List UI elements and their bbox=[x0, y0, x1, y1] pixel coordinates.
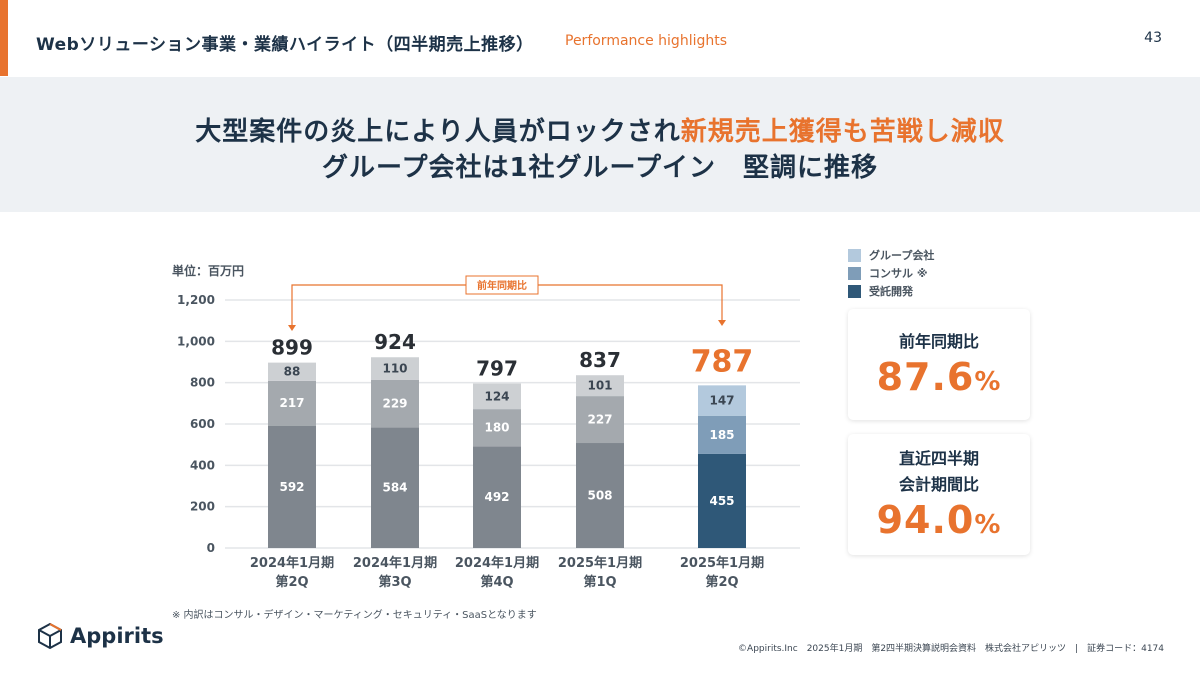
segment-value-label: 110 bbox=[382, 362, 407, 376]
headline-line-1: 大型案件の炎上により人員がロックされ新規売上獲得も苦戦し減収 bbox=[0, 114, 1200, 150]
headline-line-2: グループ会社は1社グループイン 堅調に推移 bbox=[322, 153, 878, 183]
legend-item-consul: コンサル ※ bbox=[848, 264, 934, 282]
qoq-card: 直近四半期 会計期間比 94.0% bbox=[848, 434, 1030, 555]
headline-text: 大型案件の炎上により人員がロックされ bbox=[195, 117, 681, 147]
y-tick-label: 1,200 bbox=[177, 293, 215, 307]
total-label: 837 bbox=[579, 348, 621, 372]
y-tick-label: 600 bbox=[190, 417, 215, 431]
header-accent-bar bbox=[0, 0, 8, 76]
comparison-label: 前年同期比 bbox=[477, 279, 527, 292]
x-tick-label: 第2Q bbox=[705, 574, 738, 590]
legend-swatch bbox=[848, 284, 861, 298]
card-label: 直近四半期 bbox=[898, 449, 979, 468]
bar-segment bbox=[473, 409, 521, 447]
card-unit: % bbox=[974, 367, 1002, 397]
legend-label: コンサル ※ bbox=[869, 267, 928, 280]
bar-segment bbox=[268, 425, 316, 548]
bar-segment bbox=[473, 446, 521, 548]
total-label: 787 bbox=[691, 344, 754, 379]
headline-highlight: 新規売上獲得も苦戦し減収 bbox=[680, 117, 1005, 147]
segment-value-label: 88 bbox=[284, 365, 301, 379]
x-tick-label: 第2Q bbox=[275, 574, 308, 590]
bar-segment bbox=[576, 375, 624, 397]
card-number: 87.6 bbox=[876, 355, 975, 399]
unit-label: 単位：百万円 bbox=[172, 264, 245, 278]
x-tick-label: 第4Q bbox=[480, 574, 513, 590]
page-subtitle: Performance highlights bbox=[565, 33, 728, 49]
stacked-bar-chart: 0 200 400 600 800 1,000 1,200 592 217 88 899 2024年1… bbox=[177, 275, 800, 590]
bar-segment bbox=[371, 427, 419, 548]
y-tick-label: 400 bbox=[190, 458, 215, 472]
bar-segment bbox=[371, 379, 419, 428]
segment-value-label: 584 bbox=[382, 481, 407, 495]
y-tick-label: 1,000 bbox=[177, 334, 215, 348]
segment-value-label: 124 bbox=[484, 389, 509, 403]
y-tick-label: 800 bbox=[190, 376, 215, 390]
card-number: 94.0 bbox=[876, 498, 975, 542]
segment-value-label: 229 bbox=[382, 397, 407, 411]
card-unit: % bbox=[974, 510, 1002, 540]
chart-legend: グループ会社 コンサル ※ 受託開発 bbox=[848, 246, 934, 300]
segment-value-label: 455 bbox=[709, 494, 734, 508]
legend-label: グループ会社 bbox=[869, 249, 935, 262]
total-label: 924 bbox=[374, 330, 416, 354]
card-value: 94.0% bbox=[848, 498, 1030, 542]
page-title: Webソリューション事業・業績ハイライト（四半期売上推移） bbox=[36, 35, 534, 55]
bar-segment bbox=[473, 383, 521, 410]
bar-segment bbox=[698, 453, 746, 548]
arrow-head-icon bbox=[718, 320, 726, 326]
legend-swatch bbox=[848, 248, 861, 262]
segment-value-label: 185 bbox=[709, 428, 734, 442]
segment-value-label: 180 bbox=[484, 421, 509, 435]
segment-value-label: 101 bbox=[587, 379, 612, 393]
y-tick-label: 0 bbox=[207, 541, 215, 555]
bar-segment bbox=[576, 396, 624, 444]
footer: ©Appirits.Inc 2025年1月期 第2四半期決算説明会資料 株式会社… bbox=[738, 644, 1164, 654]
comparison-label-box bbox=[465, 275, 539, 295]
legend-item-group: グループ会社 bbox=[848, 246, 934, 264]
bar-segment bbox=[576, 443, 624, 548]
segment-value-label: 508 bbox=[587, 489, 612, 503]
segment-value-label: 227 bbox=[587, 413, 612, 427]
card-label: 前年同期比 bbox=[898, 332, 979, 351]
x-tick-label: 2024年1月期 bbox=[353, 555, 437, 571]
page-number: 43 bbox=[1144, 30, 1162, 46]
segment-value-label: 147 bbox=[709, 394, 734, 408]
bar-segment bbox=[371, 357, 419, 380]
logo-text: Appirits bbox=[70, 624, 164, 648]
footnote: ※ 内訳はコンサル・デザイン・マーケティング・セキュリティ・SaaSとなります bbox=[172, 610, 537, 621]
x-tick-label: 2024年1月期 bbox=[455, 555, 539, 571]
segment-value-label: 492 bbox=[484, 490, 509, 504]
legend-item-contract: 受託開発 bbox=[848, 282, 934, 300]
x-tick-label: 2025年1月期 bbox=[680, 555, 764, 571]
headline-banner: 大型案件の炎上により人員がロックされ新規売上獲得も苦戦し減収 グループ会社は1社… bbox=[0, 77, 1200, 212]
card-value: 87.6% bbox=[848, 355, 1030, 399]
cube-logo-icon bbox=[38, 622, 62, 650]
arrow-head-icon bbox=[288, 325, 296, 331]
bar-segment bbox=[698, 415, 746, 454]
card-label: 会計期間比 bbox=[898, 475, 979, 494]
yoy-card: 前年同期比 87.6% bbox=[848, 309, 1030, 420]
legend-label: 受託開発 bbox=[869, 285, 913, 298]
total-label: 899 bbox=[271, 336, 313, 360]
legend-swatch bbox=[848, 266, 861, 280]
company-logo: Appirits bbox=[36, 622, 164, 650]
total-label: 797 bbox=[476, 356, 518, 380]
y-tick-label: 200 bbox=[190, 500, 215, 514]
x-tick-label: 2025年1月期 bbox=[558, 555, 642, 571]
segment-value-label: 217 bbox=[279, 396, 304, 410]
bar-segment bbox=[698, 385, 746, 416]
bar-segment bbox=[268, 362, 316, 381]
x-tick-label: 第1Q bbox=[583, 574, 616, 590]
x-tick-label: 第3Q bbox=[378, 574, 411, 590]
x-tick-label: 2024年1月期 bbox=[250, 555, 334, 571]
bar-segment bbox=[268, 380, 316, 426]
segment-value-label: 592 bbox=[279, 480, 304, 494]
